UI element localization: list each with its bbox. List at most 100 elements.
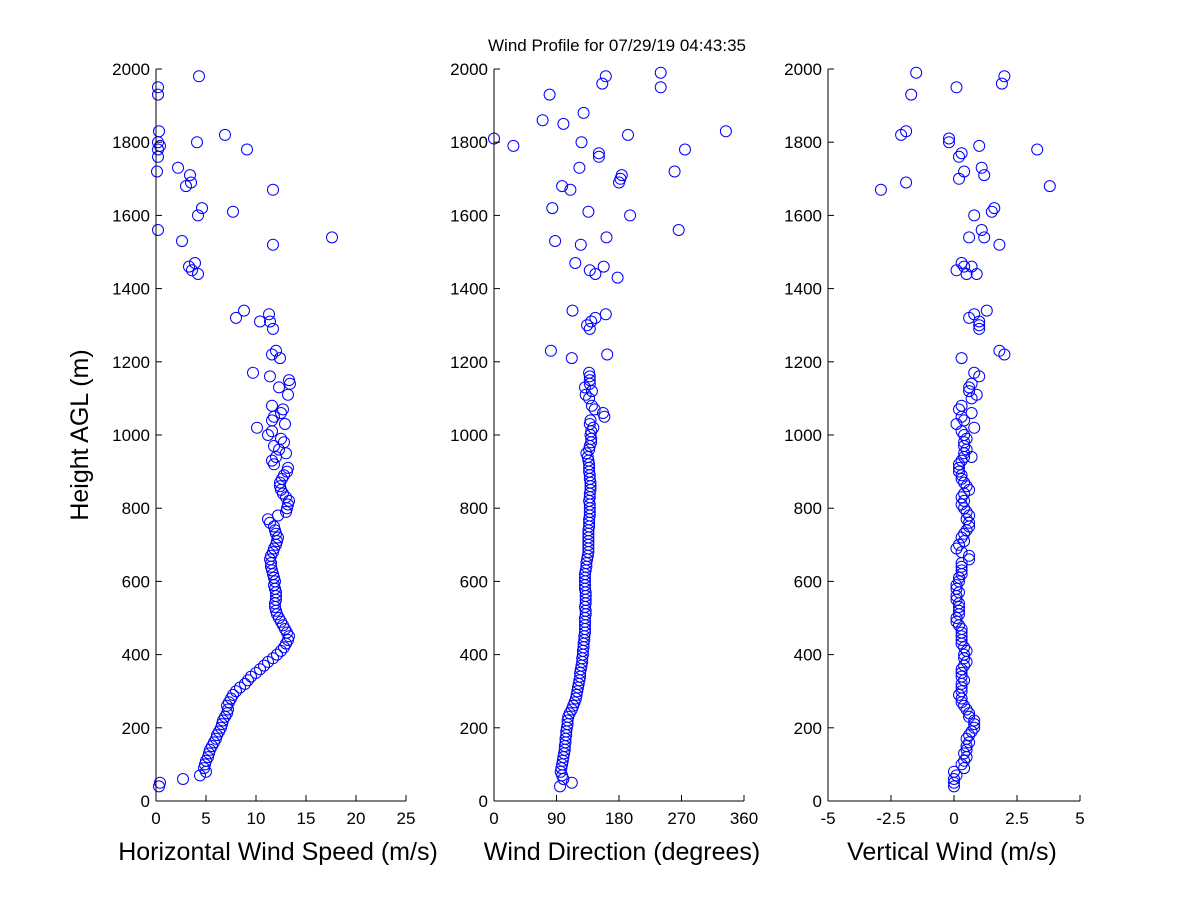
axes-group: 0 200 400 600 800 1000 1200 1400 1600 1800 2000 0 90… — [450, 60, 758, 828]
y-tick-label: 1200 — [450, 353, 488, 372]
data-point — [267, 546, 279, 559]
data-point — [194, 769, 206, 782]
data-point — [193, 70, 205, 83]
y-tick-label: 2000 — [112, 60, 150, 79]
x-tick-label: 180 — [605, 809, 633, 828]
data-point — [611, 271, 624, 284]
data-point — [600, 231, 613, 244]
x-axis-label: Vertical Wind (m/s) — [847, 838, 1057, 866]
data-point — [970, 268, 983, 280]
data-point — [955, 147, 968, 160]
data-point — [282, 498, 294, 511]
data-point — [601, 348, 614, 361]
data-point — [264, 315, 276, 328]
data-point — [267, 652, 279, 665]
data-point — [151, 165, 163, 178]
data-point — [955, 469, 968, 482]
data-point — [580, 447, 593, 460]
data-point — [583, 366, 596, 379]
data-point — [278, 469, 290, 482]
data-point — [583, 374, 596, 387]
data-point — [266, 348, 278, 361]
data-point — [960, 480, 973, 493]
x-tick-label: 2.5 — [1005, 809, 1029, 828]
data-point — [270, 344, 282, 357]
data-point — [960, 655, 973, 668]
data-point — [596, 77, 609, 90]
y-tick-label: 1800 — [112, 133, 150, 152]
data-point — [955, 758, 968, 771]
data-point — [227, 205, 239, 218]
data-point — [281, 465, 293, 478]
data-point — [242, 674, 254, 687]
y-tick-label: 1000 — [112, 426, 150, 445]
data-point — [993, 344, 1006, 357]
axes-group: 0 200 400 600 800 1000 1200 1400 1600 1800 2000 -5 -… — [784, 60, 1085, 828]
data-point — [544, 344, 557, 357]
data-point — [950, 615, 963, 628]
data-point — [241, 143, 253, 156]
data-point — [599, 70, 612, 83]
y-tick-label: 400 — [122, 646, 150, 665]
data-point — [227, 688, 239, 701]
data-point — [543, 88, 556, 101]
data-point — [958, 260, 971, 273]
data-point — [564, 183, 577, 196]
data-point — [588, 403, 601, 416]
data-point — [968, 308, 981, 321]
data-point — [271, 648, 283, 661]
data-point — [184, 169, 196, 182]
data-point — [953, 604, 965, 617]
data-point — [557, 117, 570, 130]
data-point — [592, 147, 605, 160]
data-point — [958, 494, 971, 507]
data-point — [955, 564, 968, 577]
data-point — [968, 421, 981, 434]
data-point — [958, 648, 971, 661]
data-point — [270, 538, 282, 551]
data-point — [654, 81, 667, 94]
data-point — [183, 260, 195, 273]
data-point — [203, 747, 215, 760]
y-tick-label: 800 — [794, 499, 822, 518]
data-point — [965, 377, 978, 390]
data-point — [953, 461, 965, 474]
data-point — [963, 231, 976, 244]
data-point — [587, 421, 600, 434]
data-point — [556, 180, 569, 193]
data-point — [958, 165, 971, 178]
data-point — [254, 315, 266, 328]
y-tick-label: 400 — [460, 646, 488, 665]
data-point — [230, 685, 242, 698]
data-point — [273, 381, 285, 394]
data-point — [960, 432, 973, 445]
data-point — [597, 407, 609, 419]
x-tick-label: 25 — [397, 809, 416, 828]
data-point — [230, 311, 242, 324]
data-point — [575, 136, 588, 149]
data-point — [280, 447, 292, 460]
x-tick-label: 15 — [297, 809, 316, 828]
data-point — [953, 575, 965, 588]
data-point — [963, 509, 976, 522]
data-point — [284, 377, 296, 390]
data-point — [152, 88, 164, 101]
data-point — [247, 366, 259, 379]
y-tick-label: 1400 — [112, 280, 150, 299]
data-point — [993, 238, 1006, 251]
data-point — [584, 414, 597, 427]
data-point — [266, 399, 278, 412]
data-point — [262, 429, 274, 441]
data-point — [153, 780, 165, 793]
data-point — [955, 666, 968, 679]
data-point — [958, 747, 971, 760]
data-point — [955, 257, 968, 269]
data-point — [960, 732, 973, 745]
panel-wind-direction: 0 200 400 600 800 1000 1200 1400 1600 1800 2000 0 90… — [450, 60, 760, 866]
data-point — [975, 224, 988, 236]
data-point — [577, 106, 590, 119]
data-point — [958, 674, 971, 687]
data-point — [278, 436, 290, 449]
data-point — [955, 531, 968, 544]
y-tick-label: 600 — [794, 572, 822, 591]
